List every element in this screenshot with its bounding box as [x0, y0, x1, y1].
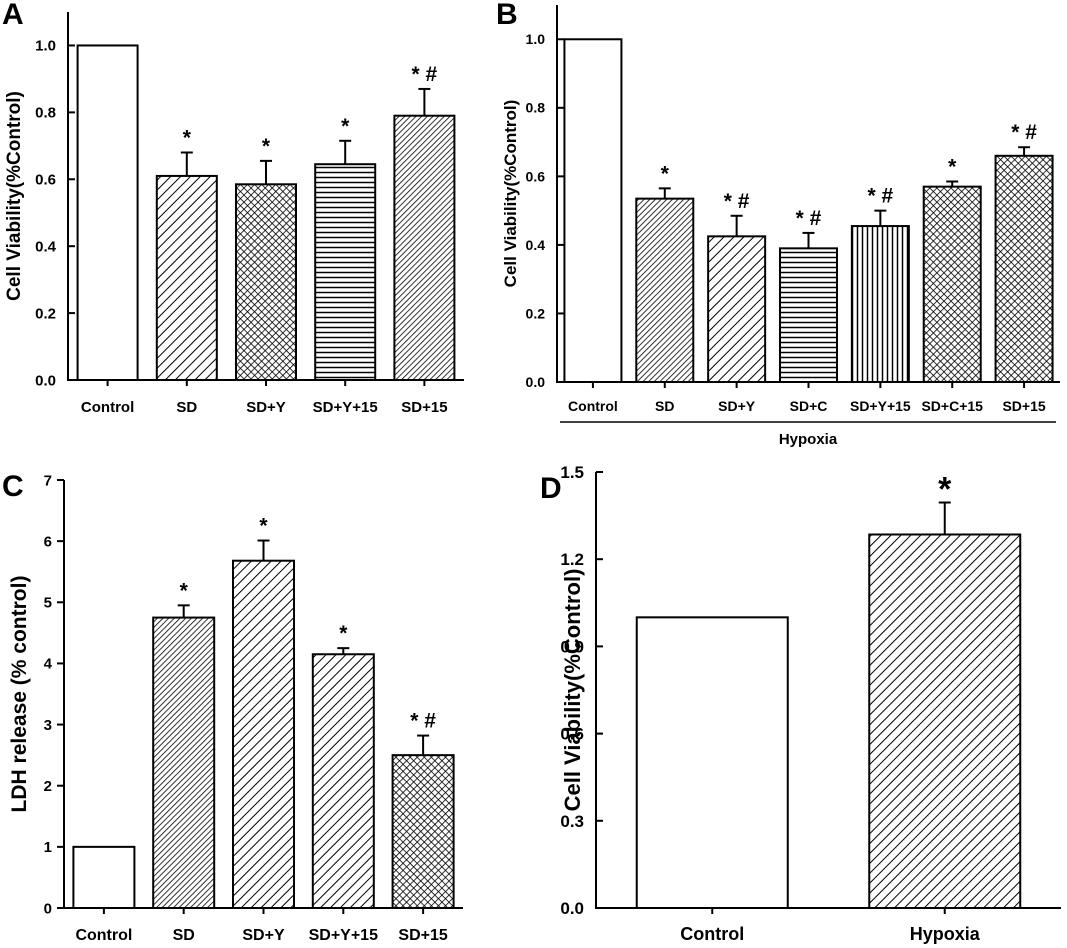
significance-label: * — [183, 127, 192, 150]
bar-sd-plus-c — [779, 247, 838, 383]
x-tick-label: SD+Y — [246, 399, 286, 416]
x-tick-label: SD+15 — [401, 399, 447, 416]
x-tick-label: Control — [568, 398, 618, 414]
bar-control — [76, 44, 139, 381]
y-tick-label: 1.2 — [560, 550, 584, 569]
group-label: Hypoxia — [779, 431, 838, 448]
y-axis-label: Cell Viability(%Control) — [501, 100, 520, 288]
bar-sd-plus-y-plus-15 — [314, 163, 377, 381]
y-tick-label: 0 — [44, 900, 52, 917]
panel-a: 0.0 0.2 0.4 0.6 0.8 1.0 Cell Viability(%Contro… — [4, 12, 464, 416]
y-tick-label: 1.5 — [560, 463, 584, 482]
y-tick-label: 0.0 — [35, 372, 56, 389]
significance-label: * — [339, 622, 348, 645]
y-tick-label: 0.6 — [560, 725, 584, 744]
y-tick-label: 1 — [44, 839, 52, 856]
bar-sd-plus-y — [707, 235, 767, 383]
y-tick-label: 6 — [44, 533, 52, 550]
bar-sd-plus-y-plus-15 — [850, 225, 910, 383]
y-tick-label: 1.0 — [35, 38, 56, 55]
y-tick-label: 0.3 — [560, 812, 584, 831]
x-tick-label: SD — [173, 927, 195, 944]
bar-hypoxia — [868, 533, 1022, 909]
bar-sd-plus-c-plus-15 — [922, 185, 982, 383]
y-tick-label: 2 — [44, 778, 52, 795]
x-tick-label: SD+Y — [242, 927, 285, 944]
y-tick-label: 0.9 — [560, 637, 584, 656]
significance-label: * — [938, 471, 952, 509]
x-tick-label: SD+C — [790, 398, 828, 414]
bar-sd-plus-15 — [994, 154, 1054, 383]
bar-sd — [635, 197, 695, 383]
panel-letter-d: D — [540, 472, 562, 505]
bar-sd-plus-y — [235, 183, 297, 381]
y-tick-label: 5 — [44, 595, 52, 612]
x-tick-label: SD+Y+15 — [309, 927, 378, 944]
bar-sd — [152, 616, 216, 909]
y-tick-label: 4 — [44, 656, 53, 673]
bar-sd-plus-y-plus-15 — [311, 653, 375, 909]
panel-c: 0 1 2 3 4 5 6 7 LDH release (% control) Control * S… — [8, 472, 463, 944]
y-tick-label: 0.2 — [35, 305, 56, 322]
y-tick-label: 0.0 — [560, 899, 584, 918]
x-tick-label: Control — [81, 399, 134, 416]
significance-label: * — [180, 579, 189, 602]
panel-letter-b: B — [496, 0, 518, 31]
x-tick-label: Control — [680, 924, 744, 944]
x-tick-label: SD+C+15 — [921, 398, 983, 414]
y-tick-label: 0.6 — [35, 172, 56, 189]
significance-label: * # — [412, 63, 438, 86]
bar-sd — [155, 174, 218, 381]
bar-control — [72, 845, 136, 909]
y-tick-label: 0.8 — [35, 105, 56, 122]
panel-letter-a: A — [2, 0, 24, 31]
significance-label: * — [259, 515, 268, 538]
significance-label: * # — [724, 190, 750, 213]
bar-sd-plus-y — [232, 559, 295, 909]
panel-letter-c: C — [2, 470, 24, 503]
x-tick-label: Hypoxia — [910, 924, 981, 944]
panel-b: 0.0 0.2 0.4 0.6 0.8 1.0 Cell Viability(%Contro… — [501, 5, 1060, 448]
y-tick-label: 0.6 — [526, 168, 546, 184]
panel-d: 0.0 0.3 0.6 0.9 1.2 1.5 Cell Viability(%Contro… — [560, 463, 1061, 944]
significance-label: * # — [1011, 121, 1037, 144]
y-tick-label: 0.8 — [526, 100, 546, 116]
bar-control — [563, 38, 623, 383]
y-axis-label: Cell Viability(%Control) — [560, 569, 585, 812]
x-tick-label: SD+15 — [398, 927, 447, 944]
significance-label: * # — [410, 710, 436, 733]
y-tick-label: 1.0 — [526, 31, 546, 47]
x-tick-label: SD+Y — [718, 398, 756, 414]
bar-sd-plus-15 — [393, 114, 456, 382]
x-tick-label: Control — [75, 927, 132, 944]
significance-label: * — [948, 156, 957, 179]
bar-control — [635, 616, 789, 909]
bar-sd-plus-15 — [391, 754, 455, 910]
y-tick-label: 7 — [44, 472, 52, 489]
y-axis-label: LDH release (% control) — [8, 576, 31, 813]
significance-label: * — [262, 135, 271, 158]
x-tick-label: SD+Y+15 — [850, 398, 911, 414]
significance-label: * # — [868, 185, 894, 208]
y-tick-label: 0.2 — [526, 305, 546, 321]
y-tick-label: 0.0 — [526, 374, 546, 390]
x-tick-label: SD — [655, 398, 674, 414]
significance-label: * — [341, 115, 350, 138]
x-tick-label: SD+15 — [1002, 398, 1045, 414]
significance-label: * — [661, 162, 670, 185]
y-tick-label: 0.4 — [35, 238, 57, 255]
x-tick-label: SD — [176, 399, 197, 416]
y-tick-label: 0.4 — [526, 237, 546, 253]
significance-label: * # — [796, 207, 822, 230]
x-tick-label: SD+Y+15 — [313, 399, 378, 416]
y-tick-label: 3 — [44, 717, 52, 734]
y-axis-label: Cell Viability(%Control) — [4, 91, 25, 301]
